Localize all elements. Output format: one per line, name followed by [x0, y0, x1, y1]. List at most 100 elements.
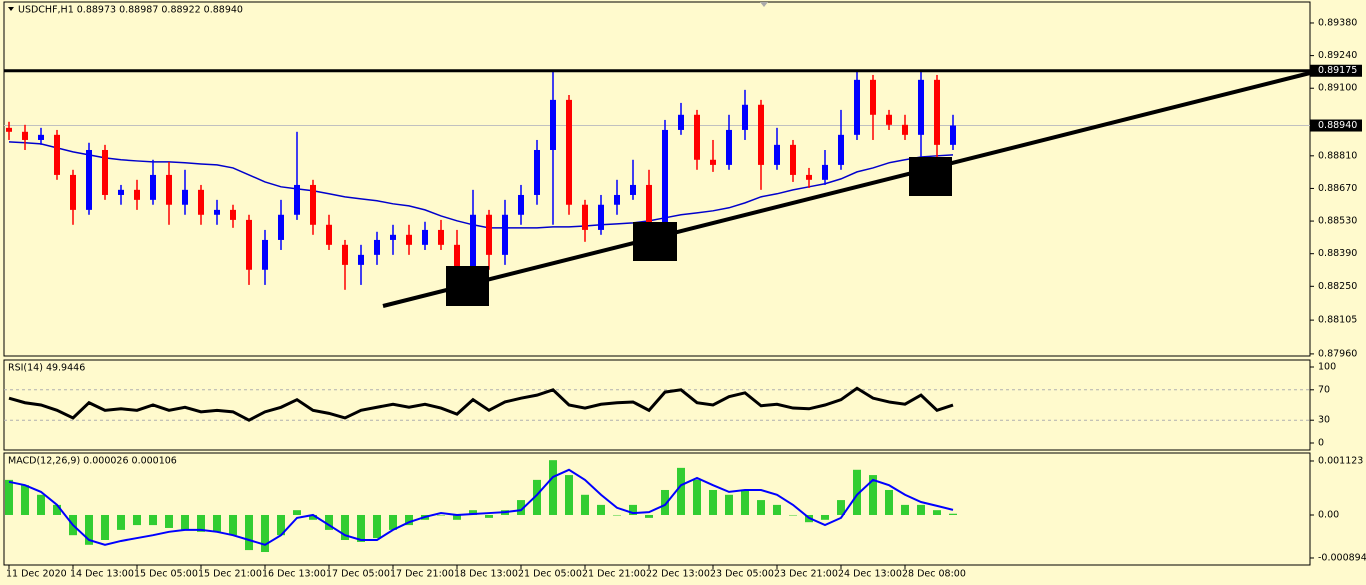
x-tick-label: 11 Dec 2020: [6, 569, 67, 580]
histogram-bar: [437, 514, 445, 516]
histogram-bar: [517, 500, 525, 515]
candle-body: [822, 164, 828, 180]
candle-body: [166, 174, 172, 205]
candle-body: [134, 189, 140, 200]
candle-body: [278, 214, 284, 240]
candle-body: [310, 184, 316, 225]
candle-body: [390, 234, 396, 240]
candle-body: [838, 134, 844, 165]
candle-body: [470, 214, 476, 270]
histogram-bar: [485, 514, 493, 518]
candle-body: [662, 129, 668, 225]
x-tick-label: 15 Dec 21:00: [198, 569, 262, 580]
histogram-bar: [277, 514, 285, 536]
histogram-bar: [5, 479, 13, 515]
candle-body: [918, 79, 924, 135]
histogram-bar: [373, 514, 381, 539]
shift-marker: [760, 2, 768, 7]
histogram-bar: [645, 514, 653, 518]
candle-body: [406, 234, 412, 245]
histogram-bar: [821, 514, 829, 520]
candle-body: [726, 129, 732, 165]
x-tick-label: 23 Dec 05:00: [710, 569, 774, 580]
drawings: [382, 71, 1311, 308]
macd-title: MACD(12,26,9) 0.000026 0.000106: [8, 456, 177, 467]
candle-body: [262, 239, 268, 270]
histogram-bar: [549, 460, 557, 515]
candle-body: [886, 114, 892, 125]
candle-body: [102, 149, 108, 195]
rsi-title: RSI(14) 49.9446: [8, 363, 85, 374]
candle-body: [486, 214, 492, 255]
histogram-bar: [901, 504, 909, 515]
histogram-bar: [917, 504, 925, 515]
candle-body: [326, 224, 332, 245]
candle-body: [54, 134, 60, 175]
candle-body: [758, 104, 764, 165]
y-tick-label: 0.001123: [1318, 455, 1363, 466]
histogram-bar: [37, 494, 45, 515]
histogram-bar: [613, 514, 621, 516]
candle-body: [454, 244, 460, 270]
candle-body: [150, 174, 156, 200]
candle-body: [678, 114, 684, 130]
histogram-bar: [869, 475, 877, 515]
histogram-bar: [533, 479, 541, 515]
histogram-bar: [53, 504, 61, 515]
histogram-bar: [661, 489, 669, 515]
x-tick-label: 17 Dec 05:00: [326, 569, 390, 580]
main-panel: [3, 1, 1311, 357]
histogram-bar: [629, 504, 637, 515]
histogram-bar: [117, 514, 125, 530]
candle-body: [6, 127, 12, 132]
y-tick-label: 0.87960: [1318, 348, 1357, 359]
chart-title: USDCHF,H1 0.88973 0.88987 0.88922 0.8894…: [18, 5, 243, 16]
histogram-bar: [677, 467, 685, 515]
histogram-bar: [757, 500, 765, 515]
y-tick-label: 0.88810: [1318, 150, 1357, 161]
candle-body: [870, 79, 876, 115]
candle-body: [950, 125, 956, 145]
candle-body: [182, 189, 188, 205]
histogram-bar: [357, 514, 365, 542]
y-tick-label: 0.00: [1318, 509, 1339, 520]
candle-body: [342, 244, 348, 265]
candle-body: [70, 174, 76, 210]
candle-body: [806, 174, 812, 180]
histogram-bar: [197, 514, 205, 532]
candle-body: [582, 204, 588, 230]
histogram-bar: [325, 514, 333, 530]
last-price-line-tag: [1310, 119, 1362, 132]
y-tick-label: 0.88105: [1318, 315, 1357, 326]
candle-body: [118, 189, 124, 195]
candle-body: [742, 104, 748, 130]
histogram-bar: [85, 514, 93, 545]
histogram-bar: [693, 479, 701, 515]
histogram-bar: [853, 469, 861, 515]
histogram-bar: [181, 514, 189, 530]
histogram-bar: [293, 510, 301, 515]
histogram-bar: [725, 494, 733, 515]
candle-body: [422, 229, 428, 245]
candle-body: [566, 99, 572, 205]
candle-body: [790, 144, 796, 175]
x-tick-label: 16 Dec 13:00: [262, 569, 326, 580]
x-tick-label: 23 Dec 21:00: [774, 569, 838, 580]
x-tick-label: 17 Dec 21:00: [390, 569, 454, 580]
signal-line: [8, 468, 954, 546]
candle-body: [374, 239, 380, 255]
candle-body: [630, 184, 636, 195]
histogram-bar: [405, 514, 413, 526]
x-tick-label: 21 Dec 05:00: [518, 569, 582, 580]
histogram-bar: [229, 514, 237, 536]
candle-body: [774, 144, 780, 165]
candle-body: [934, 79, 940, 145]
histogram-bar: [469, 510, 477, 515]
candle-body: [614, 194, 620, 205]
candle-body: [358, 254, 364, 265]
histogram-bar: [597, 504, 605, 515]
candle-body: [438, 229, 444, 245]
macd-panel: [3, 452, 1311, 566]
histogram-bar: [309, 514, 317, 520]
